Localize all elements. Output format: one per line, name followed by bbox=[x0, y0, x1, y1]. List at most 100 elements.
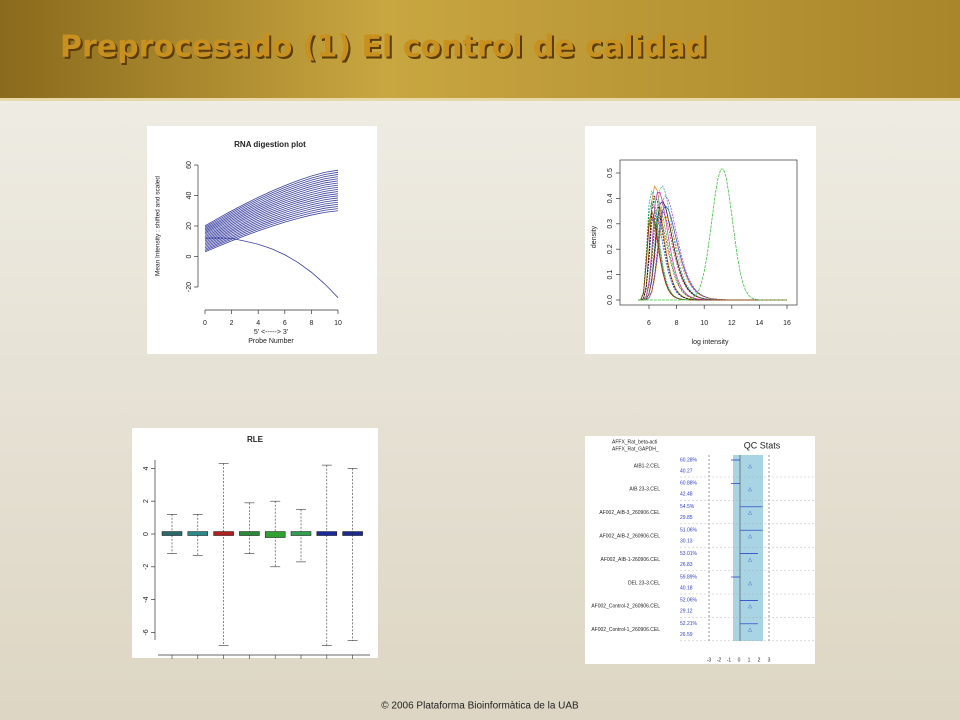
y-tick-label: -2 bbox=[143, 564, 150, 570]
curve bbox=[204, 176, 339, 231]
x-tick-label: 2 bbox=[230, 320, 234, 327]
curve bbox=[204, 171, 339, 228]
row-name: AIB 23-3.CEL bbox=[629, 487, 660, 493]
x-label: log intensity bbox=[692, 339, 729, 346]
curve bbox=[204, 208, 339, 251]
x-tick-label: -2 bbox=[717, 657, 722, 663]
x-tick-label: 8 bbox=[675, 320, 679, 327]
y-tick-label: 0 bbox=[143, 532, 150, 536]
plot-box bbox=[619, 159, 798, 306]
x-tick-label: 10 bbox=[700, 320, 708, 327]
row-pct: 52.21% bbox=[680, 621, 698, 627]
x-tick-label: 14 bbox=[756, 320, 764, 327]
x-tick-label: -1 bbox=[727, 657, 732, 663]
row-pct: 52.06% bbox=[680, 598, 698, 604]
y-label: Mean Intensity : shifted and scaled bbox=[155, 176, 162, 276]
y-tick-label: 0.5 bbox=[607, 168, 614, 178]
curve bbox=[204, 210, 339, 253]
y-label: density bbox=[591, 225, 598, 248]
panel-title: RNA digestion plot bbox=[234, 140, 306, 149]
x-label: Probe Number bbox=[248, 338, 294, 345]
y-tick-label: 0 bbox=[186, 254, 193, 258]
curve bbox=[204, 186, 339, 238]
row-pct: 54.5% bbox=[680, 504, 695, 510]
box bbox=[264, 531, 286, 538]
y-tick-label: 20 bbox=[186, 222, 193, 230]
curve bbox=[204, 178, 339, 232]
box bbox=[187, 531, 209, 536]
row-val: 26.59 bbox=[680, 632, 693, 638]
box bbox=[290, 531, 312, 536]
panel bbox=[132, 428, 378, 658]
row-pct: 51.06% bbox=[680, 528, 698, 534]
row-name: AF002_Control-2_260906.CEL bbox=[591, 604, 660, 610]
x-tick-label: 10 bbox=[334, 320, 342, 327]
box bbox=[161, 531, 183, 536]
slide-title: Preprocesado (1) El control de calidad bbox=[60, 30, 707, 65]
y-tick-label: 0.4 bbox=[607, 193, 614, 203]
panel bbox=[147, 126, 377, 354]
row-val: 30.13 bbox=[680, 539, 693, 545]
row-name: AF002_AIB-1-260906.CEL bbox=[601, 557, 661, 563]
x-tick-label: 3 bbox=[768, 657, 771, 663]
row-val: 42.48 bbox=[680, 492, 693, 498]
y-tick-label: 40 bbox=[186, 192, 193, 200]
curve bbox=[204, 197, 339, 245]
curve bbox=[204, 184, 339, 236]
row-name: AF002_AIB-2_260906.CEL bbox=[599, 534, 660, 540]
y-tick-label: 0.1 bbox=[607, 270, 614, 280]
curve bbox=[638, 168, 787, 301]
row-name: AIB1-2.CEL bbox=[634, 463, 661, 469]
y-tick-label: 0.3 bbox=[607, 219, 614, 229]
curve bbox=[204, 174, 339, 229]
y-tick-label: 0.2 bbox=[607, 244, 614, 254]
x-tick-label: 2 bbox=[758, 657, 761, 663]
y-tick-label: -4 bbox=[143, 596, 150, 602]
row-pct: 60.28% bbox=[680, 457, 698, 463]
row-val: 40.27 bbox=[680, 468, 693, 474]
box bbox=[342, 531, 363, 536]
y-tick-label: 4 bbox=[143, 466, 150, 470]
band bbox=[733, 455, 763, 641]
row-val: 29.85 bbox=[680, 515, 693, 521]
x-tick-label: -3 bbox=[707, 657, 712, 663]
header-rule bbox=[0, 98, 960, 101]
row-pct: 53.01% bbox=[680, 551, 698, 557]
curve bbox=[637, 209, 787, 301]
curve bbox=[204, 182, 339, 235]
axis bbox=[154, 460, 370, 656]
box bbox=[239, 531, 260, 536]
x-label: 5' <-----> 3' bbox=[254, 329, 288, 336]
row-name: DEL 23-3.CEL bbox=[628, 580, 660, 586]
curve bbox=[204, 201, 339, 247]
y-tick-label: 0.0 bbox=[607, 295, 614, 305]
marker: △ bbox=[748, 463, 752, 469]
y-tick-label: 60 bbox=[186, 161, 193, 169]
header-band bbox=[0, 0, 960, 100]
panel bbox=[585, 436, 815, 664]
x-tick-label: 4 bbox=[256, 320, 260, 327]
row-pct: 59.89% bbox=[680, 574, 698, 580]
x-tick-label: 0 bbox=[203, 320, 207, 327]
y-tick-label: 2 bbox=[143, 499, 150, 503]
curve bbox=[204, 193, 339, 242]
row-name: AF002_AIB-3_260906.CEL bbox=[599, 510, 660, 516]
row-val: 26.83 bbox=[680, 562, 693, 568]
x-tick-label: 6 bbox=[283, 320, 287, 327]
panel bbox=[585, 126, 816, 354]
marker: △ bbox=[748, 487, 752, 493]
curve bbox=[204, 191, 339, 240]
curve bbox=[204, 206, 339, 250]
title-shadow: Preprocesado (1) El control de calidad bbox=[62, 32, 709, 67]
row-val: 40.18 bbox=[680, 585, 693, 591]
marker: △ bbox=[748, 510, 752, 516]
y-tick-label: -6 bbox=[143, 629, 150, 635]
panel-title: QC Stats bbox=[744, 440, 781, 450]
curve bbox=[204, 169, 339, 227]
row-pct: 60.88% bbox=[680, 481, 698, 487]
x-tick-label: 12 bbox=[728, 320, 736, 327]
legend-entry: AFFX_Rat_GAPDH_ bbox=[612, 446, 659, 452]
marker: △ bbox=[748, 604, 752, 610]
curve bbox=[204, 237, 339, 298]
